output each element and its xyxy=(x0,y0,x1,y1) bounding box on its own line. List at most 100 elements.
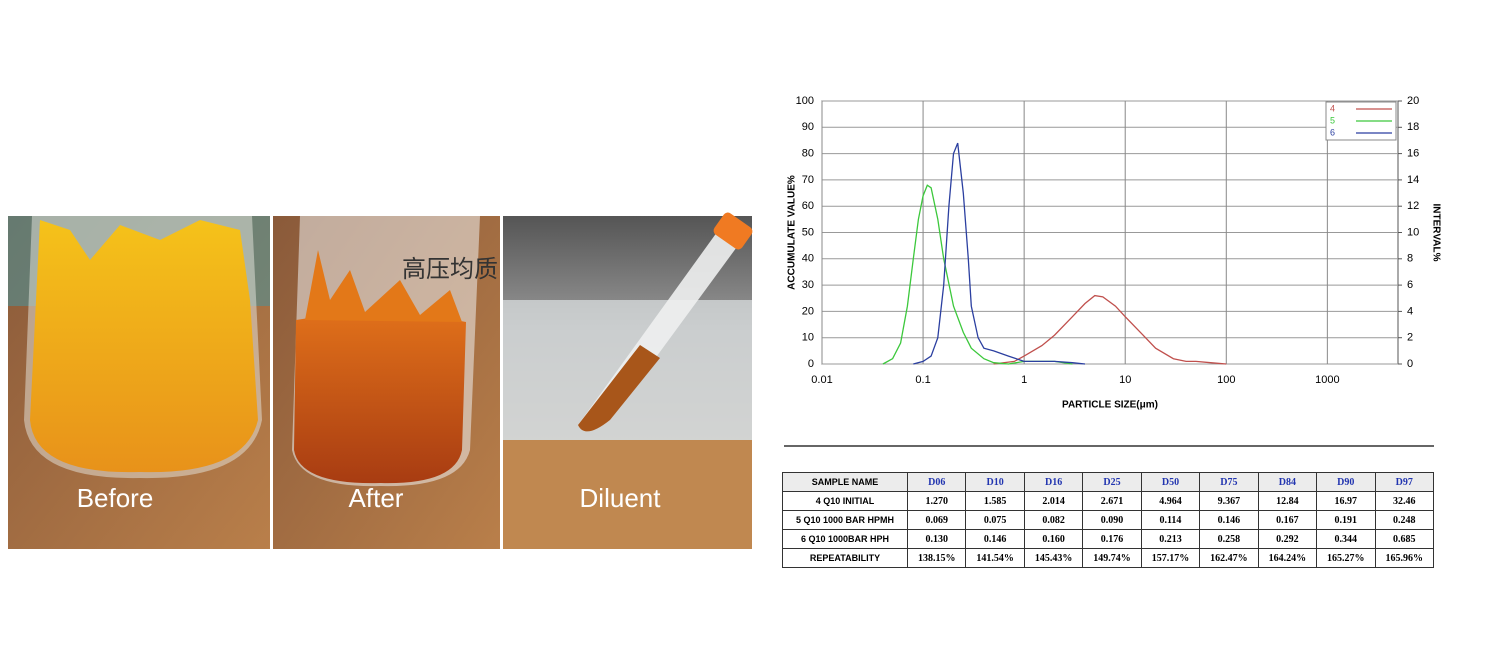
y2-tick-label: 20 xyxy=(1407,95,1419,107)
x-tick-label: 1 xyxy=(1021,374,1027,386)
header-cell: D50 xyxy=(1140,472,1201,492)
y-axis-label: ACCUMULATE VALUE% xyxy=(787,175,798,290)
table-cell: 164.24% xyxy=(1257,548,1318,568)
y-tick-label: 100 xyxy=(796,95,814,107)
jar-contents xyxy=(294,312,466,484)
table-cell: 0.248 xyxy=(1374,510,1434,530)
y2-tick-label: 8 xyxy=(1407,253,1413,265)
y-tick-label: 10 xyxy=(802,332,814,344)
table-cell: 0.292 xyxy=(1257,529,1318,549)
x-tick-label: 10 xyxy=(1119,374,1131,386)
photo-strip: 高压均质 Before After Diluent xyxy=(8,212,753,549)
x-axis-label: PARTICLE SIZE(μm) xyxy=(1062,400,1158,411)
table-cell: 157.17% xyxy=(1140,548,1201,568)
table-cell: 9.367 xyxy=(1199,491,1259,511)
series-line xyxy=(882,184,1073,365)
photo-caption: After xyxy=(349,483,404,513)
header-cell: D90 xyxy=(1316,472,1376,492)
handwritten-label: 高压均质 xyxy=(402,255,498,283)
table-cell: 0.213 xyxy=(1140,529,1201,549)
x-tick-label: 100 xyxy=(1217,374,1235,386)
table-cell: 0.130 xyxy=(906,529,967,549)
chart: 0102030405060708090100024681012141618200… xyxy=(784,95,1441,447)
table-cell: 0.090 xyxy=(1082,510,1142,530)
photo-caption: Before xyxy=(77,483,154,513)
x-tick-label: 0.1 xyxy=(915,374,930,386)
y2-axis-label: INTERVAL% xyxy=(1430,204,1441,262)
table-cell: 162.47% xyxy=(1199,548,1259,568)
data-table: SAMPLE NAME D06 D10 D16 D25 D50 D75 D84 D90 D97 4 … xyxy=(782,472,1434,568)
y2-tick-label: 4 xyxy=(1407,305,1413,317)
y-tick-label: 50 xyxy=(802,226,814,238)
tube-liquid xyxy=(578,345,660,432)
table-row: REPEATABILITY 138.15% 141.54% 145.43% 149.74… xyxy=(782,548,1434,568)
table-cell: 2.671 xyxy=(1082,491,1142,511)
photo-caption: Diluent xyxy=(580,483,662,513)
table-cell: 165.96% xyxy=(1374,548,1434,568)
table-cell: 0.146 xyxy=(965,529,1025,549)
legend-label: 5 xyxy=(1330,115,1335,125)
table-cell: 0.344 xyxy=(1316,529,1376,549)
header-cell: D97 xyxy=(1374,472,1434,492)
table-cell: 0.176 xyxy=(1082,529,1142,549)
table-cell: 0.685 xyxy=(1374,529,1434,549)
y2-tick-label: 6 xyxy=(1407,279,1413,291)
table-cell: 0.082 xyxy=(1023,510,1084,530)
header-row: SAMPLE NAME D06 D10 D16 D25 D50 D75 D84 D90 D97 xyxy=(782,472,1434,492)
x-tick-label: 1000 xyxy=(1315,374,1339,386)
table-cell: 0.160 xyxy=(1023,529,1084,549)
y-tick-label: 40 xyxy=(802,253,814,265)
y2-tick-label: 18 xyxy=(1407,121,1419,133)
y-tick-label: 60 xyxy=(802,200,814,212)
table-cell: 4.964 xyxy=(1140,491,1201,511)
table-surface xyxy=(503,440,752,549)
jar-contents xyxy=(30,220,258,473)
header-cell: D06 xyxy=(906,472,967,492)
header-cell: D10 xyxy=(965,472,1025,492)
y2-tick-label: 14 xyxy=(1407,174,1419,186)
y2-tick-label: 2 xyxy=(1407,332,1413,344)
table-cell: 16.97 xyxy=(1316,491,1376,511)
table-row: 4 Q10 INITIAL 1.270 1.585 2.014 2.671 4.964 9.… xyxy=(782,491,1434,511)
header-cell: D25 xyxy=(1082,472,1142,492)
table-cell: REPEATABILITY xyxy=(782,548,908,568)
series-line xyxy=(913,142,1086,365)
y-tick-label: 0 xyxy=(808,358,814,370)
table-row: 6 Q10 1000BAR HPH 0.130 0.146 0.160 0.176 0.2… xyxy=(782,529,1434,549)
table-cell: 0.069 xyxy=(906,510,967,530)
y-tick-label: 20 xyxy=(802,305,814,317)
table-cell: 145.43% xyxy=(1023,548,1084,568)
y-tick-label: 70 xyxy=(802,174,814,186)
y2-tick-label: 10 xyxy=(1407,226,1419,238)
table-cell: 149.74% xyxy=(1082,548,1142,568)
table-cell: 32.46 xyxy=(1374,491,1434,511)
table-cell: 138.15% xyxy=(906,548,967,568)
splash xyxy=(305,250,462,322)
header-cell: D75 xyxy=(1199,472,1259,492)
y2-tick-label: 0 xyxy=(1407,358,1413,370)
table-cell: 0.114 xyxy=(1140,510,1201,530)
y-tick-label: 30 xyxy=(802,279,814,291)
table-row: 5 Q10 1000 BAR HPMH 0.069 0.075 0.082 0.090 0… xyxy=(782,510,1434,530)
y2-tick-label: 16 xyxy=(1407,148,1419,160)
legend-label: 4 xyxy=(1330,103,1335,113)
table-cell: 5 Q10 1000 BAR HPMH xyxy=(782,510,908,530)
y2-tick-label: 12 xyxy=(1407,200,1419,212)
y-tick-label: 90 xyxy=(802,121,814,133)
table-cell: 0.075 xyxy=(965,510,1025,530)
table-cell: 1.270 xyxy=(906,491,967,511)
series-line xyxy=(993,294,1227,365)
header-cell: D16 xyxy=(1023,472,1084,492)
table-cell: 0.146 xyxy=(1199,510,1259,530)
y-tick-label: 80 xyxy=(802,148,814,160)
table-cell: 6 Q10 1000BAR HPH xyxy=(782,529,908,549)
table-cell: 165.27% xyxy=(1316,548,1376,568)
header-cell: SAMPLE NAME xyxy=(782,472,908,492)
legend-label: 6 xyxy=(1330,127,1335,137)
table-cell: 0.191 xyxy=(1316,510,1376,530)
table-cell: 4 Q10 INITIAL xyxy=(782,491,908,511)
table-cell: 12.84 xyxy=(1257,491,1318,511)
tube-cap xyxy=(713,212,753,250)
header-cell: D84 xyxy=(1257,472,1318,492)
